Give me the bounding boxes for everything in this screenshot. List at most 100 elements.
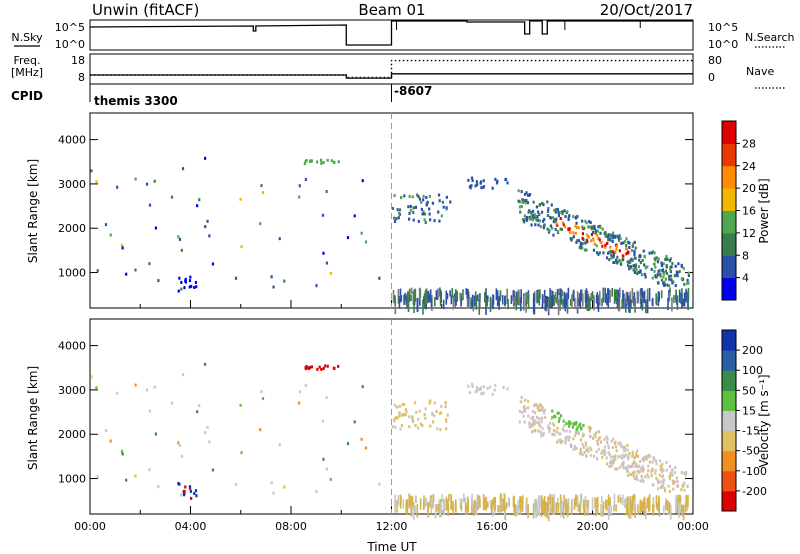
velocity-echo	[582, 423, 585, 427]
velocity-ground-scatter	[640, 504, 643, 512]
velocity-echo	[575, 421, 578, 425]
velocity-echo	[398, 412, 402, 416]
velocity-ground-scatter	[610, 505, 612, 517]
velocity-echo	[614, 440, 617, 444]
power-ground-scatter	[403, 294, 405, 305]
power-echo	[407, 217, 411, 221]
velocity-echo	[439, 428, 442, 432]
power-echo	[643, 263, 646, 267]
velocity-echo	[647, 469, 650, 473]
power-echo	[661, 268, 665, 272]
velocity-echo	[195, 494, 198, 498]
power-echo	[564, 215, 567, 219]
velocity-ground-scatter	[445, 496, 448, 511]
velocity-ground-scatter	[658, 503, 661, 517]
power-ground-scatter	[525, 292, 527, 306]
velocity-colorbar-segment	[722, 450, 736, 472]
power-echo	[541, 201, 544, 205]
x-tick-label: 12:00	[376, 520, 408, 533]
power-echo	[325, 261, 328, 265]
power-ground-scatter	[660, 290, 663, 299]
velocity-ground-scatter	[579, 493, 582, 505]
velocity-echo	[324, 364, 327, 368]
power-ground-scatter	[410, 287, 413, 294]
power-echo	[525, 191, 528, 195]
power-echo	[575, 239, 579, 243]
velocity-echo	[565, 429, 568, 433]
velocity-ground-scatter	[586, 504, 589, 516]
velocity-ground-scatter	[462, 493, 465, 503]
power-echo	[569, 237, 572, 241]
velocity-ground-scatter	[586, 499, 588, 508]
power-echo	[639, 270, 642, 274]
station-title: Unwin (fitACF)	[92, 1, 199, 19]
velocity-ground-scatter	[473, 501, 475, 516]
power-echo	[188, 285, 191, 289]
power-echo	[609, 235, 612, 239]
velocity-echo	[556, 426, 559, 430]
velocity-echo	[531, 430, 534, 434]
power-echo	[671, 281, 674, 285]
velocity-echo	[306, 366, 309, 370]
velocity-echo	[662, 478, 666, 482]
velocity-echo	[188, 485, 192, 489]
velocity-echo	[641, 466, 644, 470]
power-echo	[613, 260, 616, 264]
velocity-echo	[533, 422, 536, 426]
power-echo	[651, 250, 654, 254]
velocity-echo	[325, 396, 328, 400]
power-echo	[605, 256, 609, 260]
power-echo	[530, 210, 533, 214]
power-echo	[588, 220, 591, 224]
velocity-echo	[642, 459, 645, 463]
velocity-echo	[188, 486, 192, 490]
power-ground-scatter	[597, 296, 600, 312]
power-echo	[618, 234, 621, 238]
power-echo	[610, 254, 613, 258]
power-echo	[519, 210, 522, 214]
velocity-echo	[551, 409, 554, 413]
power-echo	[378, 276, 381, 280]
velocity-echo	[621, 464, 624, 468]
nsky-label: N.Sky	[11, 31, 43, 44]
velocity-ground-scatter	[493, 497, 495, 506]
power-echo	[96, 269, 99, 273]
power-echo	[433, 219, 436, 223]
velocity-echo	[564, 438, 567, 442]
velocity-echo	[547, 426, 550, 430]
power-echo	[535, 216, 539, 220]
power-echo	[572, 235, 575, 239]
power-echo	[542, 226, 545, 230]
velocity-echo	[572, 448, 575, 452]
velocity-echo	[603, 445, 607, 449]
velocity-echo	[635, 452, 638, 456]
power-echo	[109, 233, 112, 237]
velocity-echo	[633, 455, 636, 459]
power-ground-scatter	[486, 295, 489, 302]
power-ground-scatter	[622, 290, 624, 304]
velocity-echo	[589, 446, 592, 450]
velocity-ground-scatter	[414, 495, 417, 503]
velocity-echo	[536, 403, 539, 407]
velocity-echo	[626, 467, 629, 471]
x-tick-label: 00:00	[677, 520, 709, 533]
power-colorbar-segment	[722, 277, 736, 301]
velocity-ground-scatter	[577, 504, 579, 512]
power-echo	[607, 233, 610, 237]
power-echo	[650, 267, 653, 271]
power-echo	[518, 205, 522, 209]
power-echo	[577, 226, 580, 230]
velocity-ground-scatter	[550, 495, 552, 508]
velocity-ground-scatter	[541, 499, 544, 513]
power-echo	[609, 233, 612, 237]
power-echo	[445, 206, 448, 210]
velocity-echo	[421, 423, 424, 427]
power-echo	[535, 218, 538, 222]
velocity-echo	[322, 457, 325, 461]
velocity-ground-scatter	[652, 504, 655, 516]
velocity-echo	[310, 365, 314, 369]
velocity-colorbar-tick-label: 200	[742, 344, 763, 357]
power-ground-scatter	[394, 298, 397, 315]
power-echo	[181, 167, 185, 171]
power-echo	[606, 235, 610, 239]
